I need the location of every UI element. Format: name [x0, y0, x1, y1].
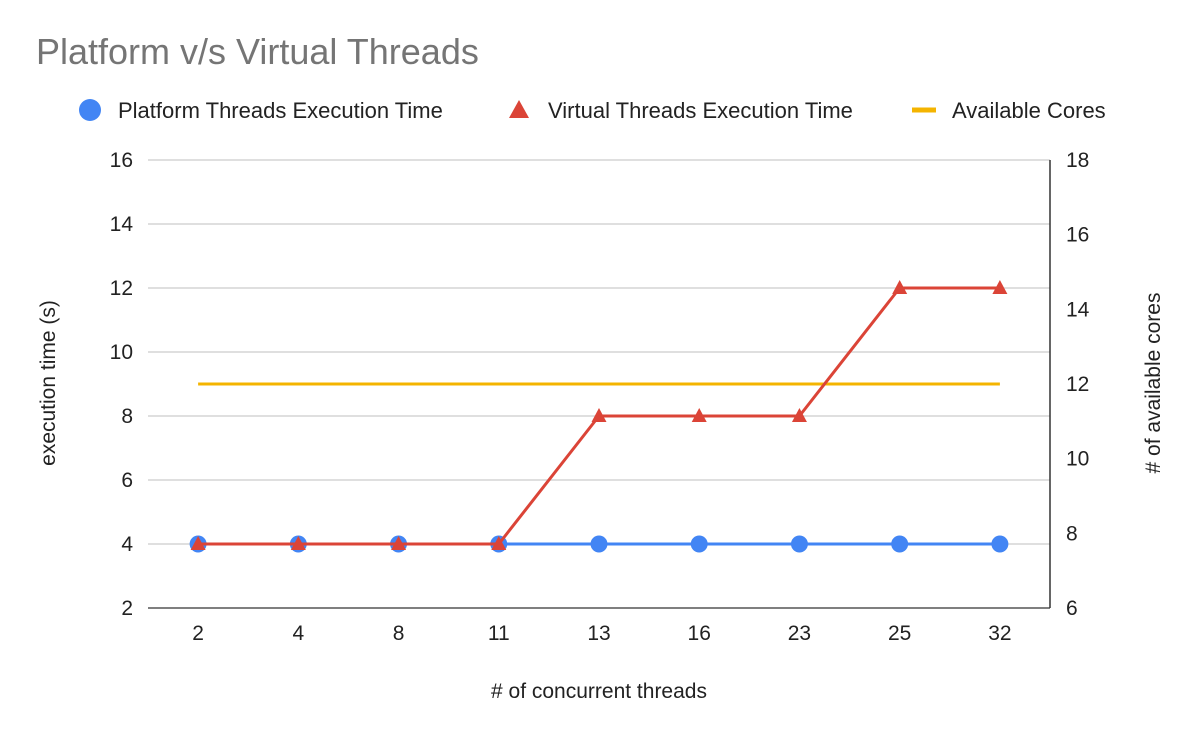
x-tick-label: 23: [788, 622, 811, 645]
y2-tick-label: 16: [1066, 224, 1089, 247]
x-tick-label: 11: [488, 622, 510, 645]
x-axis: 2 4 8 11 13 16 23 25 32: [192, 622, 1011, 645]
x-tick-label: 16: [688, 622, 711, 645]
series-2: [190, 280, 1008, 550]
legend-label: Available Cores: [952, 98, 1106, 123]
x-tick-label: 4: [292, 622, 304, 645]
y-tick-label: 4: [121, 533, 133, 556]
legend-label: Platform Threads Execution Time: [118, 98, 443, 123]
y2-tick-label: 18: [1066, 149, 1089, 172]
y-tick-label: 8: [121, 405, 133, 428]
x-tick-label: 32: [988, 622, 1011, 645]
data-point: [790, 535, 808, 553]
y-tick-label: 14: [110, 213, 134, 236]
plot-area: [189, 280, 1009, 553]
y-tick-label: 6: [121, 469, 133, 492]
y-axis-left-title: execution time (s): [37, 300, 60, 466]
data-point: [690, 535, 708, 553]
legend: Platform Threads Execution Time Virtual T…: [79, 98, 1106, 123]
x-tick-label: 8: [393, 622, 405, 645]
legend-marker: [509, 100, 529, 118]
data-point: [491, 536, 507, 550]
y2-tick-label: 14: [1066, 298, 1090, 321]
y-tick-label: 12: [110, 277, 133, 300]
data-point: [691, 408, 707, 422]
data-point: [791, 408, 807, 422]
chart-title: Platform v/s Virtual Threads: [36, 31, 479, 72]
legend-item: Platform Threads Execution Time: [79, 98, 443, 123]
data-point: [591, 408, 607, 422]
y-tick-label: 16: [110, 149, 133, 172]
legend-item: Available Cores: [912, 98, 1106, 123]
legend-marker: [79, 99, 101, 121]
data-point: [991, 535, 1009, 553]
data-point: [590, 535, 608, 553]
legend-label: Virtual Threads Execution Time: [548, 98, 853, 123]
y2-tick-label: 8: [1066, 522, 1078, 545]
x-tick-label: 13: [587, 622, 610, 645]
y-tick-label: 10: [110, 341, 133, 364]
y-axis-right: 6 8 10 12 14 16 18: [1049, 149, 1090, 620]
y-tick-label: 2: [121, 597, 133, 620]
x-tick-label: 2: [192, 622, 204, 645]
data-point: [391, 536, 407, 550]
data-point: [892, 280, 908, 294]
data-point: [290, 536, 306, 550]
y2-tick-label: 6: [1066, 597, 1078, 620]
y2-tick-label: 10: [1066, 448, 1089, 471]
x-axis-title: # of concurrent threads: [491, 680, 707, 703]
y2-tick-label: 12: [1066, 373, 1089, 396]
legend-item: Virtual Threads Execution Time: [509, 98, 853, 123]
data-point: [992, 280, 1008, 294]
legend-marker: [912, 107, 936, 113]
y-axis-right-title: # of available cores: [1142, 293, 1165, 474]
x-tick-label: 25: [888, 622, 911, 645]
data-point: [190, 536, 206, 550]
data-point: [891, 535, 909, 553]
y-axis-left: 2 4 6 8 10 12 14 16: [110, 149, 134, 620]
